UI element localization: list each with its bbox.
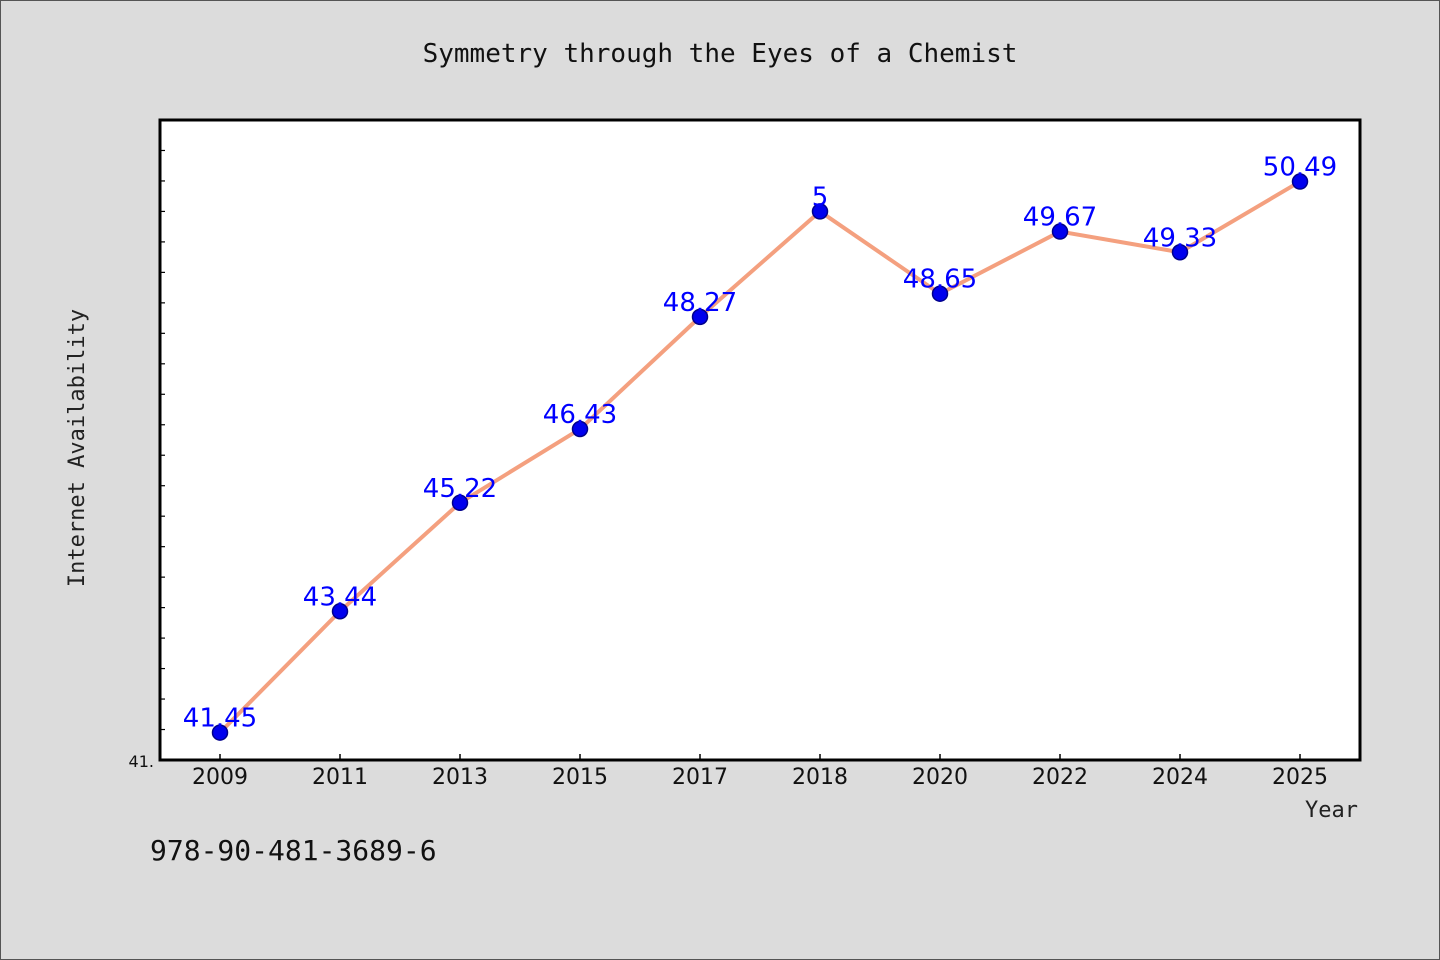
data-label: 49.33 bbox=[1143, 223, 1217, 253]
data-point-marker bbox=[1291, 173, 1309, 190]
x-tick-label: 2017 bbox=[672, 765, 728, 790]
data-labels-group: 41.45 43.44 45.22 46.43 48.27 5 48.65 49.67 49.3… bbox=[183, 153, 1337, 734]
x-tick-label: 2025 bbox=[1272, 765, 1328, 790]
data-label: 5 bbox=[812, 182, 829, 212]
x-axis-label: Year bbox=[1305, 798, 1358, 823]
data-point-marker bbox=[211, 724, 229, 741]
series-line bbox=[218, 179, 1302, 735]
data-point-marker bbox=[571, 420, 589, 438]
data-label: 43.44 bbox=[303, 582, 377, 612]
data-label: 46.43 bbox=[543, 400, 617, 430]
x-tick-label: 2013 bbox=[432, 765, 488, 790]
x-tick-label: 2009 bbox=[192, 765, 248, 790]
data-point-marker bbox=[331, 603, 349, 620]
x-tick-label: 2020 bbox=[912, 765, 968, 790]
x-axis-ticks: 2009 2011 2013 2015 2017 2018 2020 2022 2024 2025 bbox=[192, 754, 1328, 790]
data-point-marker bbox=[1171, 244, 1189, 261]
data-label: 50.49 bbox=[1263, 153, 1337, 183]
y-axis-ticks bbox=[160, 149, 165, 731]
data-label: 41.45 bbox=[183, 704, 257, 734]
data-point-marker bbox=[451, 494, 469, 512]
data-label: 49.67 bbox=[1023, 203, 1097, 233]
plot-area bbox=[158, 118, 1362, 762]
markers-group bbox=[211, 173, 1309, 741]
data-point-marker bbox=[1051, 223, 1069, 240]
isbn-text: 978-90-481-3689-6 bbox=[150, 834, 437, 867]
data-point-marker bbox=[931, 285, 949, 302]
x-tick-label: 2022 bbox=[1032, 765, 1088, 790]
data-point-marker bbox=[691, 308, 709, 326]
series-line-group bbox=[218, 179, 1302, 735]
data-label: 45.22 bbox=[423, 474, 497, 504]
data-label: 48.65 bbox=[903, 265, 977, 295]
data-label: 48.27 bbox=[663, 288, 737, 318]
data-point-marker bbox=[811, 203, 829, 220]
x-tick-label: 2024 bbox=[1152, 765, 1208, 790]
y-tick-label-min: 41. bbox=[129, 752, 154, 771]
y-axis-label: Internet Availability bbox=[65, 309, 90, 587]
x-tick-label: 2018 bbox=[792, 765, 848, 790]
chart-title: Symmetry through the Eyes of a Chemist bbox=[423, 39, 1018, 69]
x-tick-label: 2015 bbox=[552, 765, 608, 790]
x-tick-label: 2011 bbox=[312, 765, 368, 790]
